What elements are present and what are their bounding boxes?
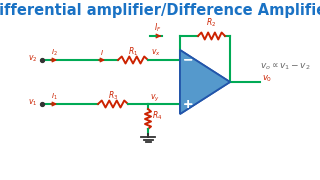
Text: $I_1$: $I_1$ — [51, 92, 57, 102]
Text: $I_2$: $I_2$ — [51, 48, 57, 58]
Text: $v_0$: $v_0$ — [262, 73, 272, 84]
Text: $R_1$: $R_1$ — [128, 45, 138, 57]
Text: +: + — [183, 98, 193, 111]
Text: $v_o \propto v_1 - v_2$: $v_o \propto v_1 - v_2$ — [260, 62, 310, 72]
Text: $R_2$: $R_2$ — [206, 17, 217, 29]
Text: Differential amplifier/Difference Amplifier: Differential amplifier/Difference Amplif… — [0, 3, 320, 17]
Text: $R_3$: $R_3$ — [108, 89, 118, 102]
Text: $v_1$: $v_1$ — [28, 98, 37, 108]
Polygon shape — [180, 50, 230, 114]
Text: $I_F$: $I_F$ — [154, 22, 162, 35]
Text: $v_y$: $v_y$ — [150, 92, 160, 104]
Text: $v_2$: $v_2$ — [28, 54, 37, 64]
Polygon shape — [180, 50, 230, 114]
Text: +: + — [183, 98, 193, 111]
Text: $v_x$: $v_x$ — [151, 48, 161, 58]
Text: −: − — [183, 53, 193, 66]
Text: $I$: $I$ — [100, 48, 104, 57]
Text: $R_4$: $R_4$ — [152, 110, 162, 123]
Text: −: − — [183, 53, 193, 66]
